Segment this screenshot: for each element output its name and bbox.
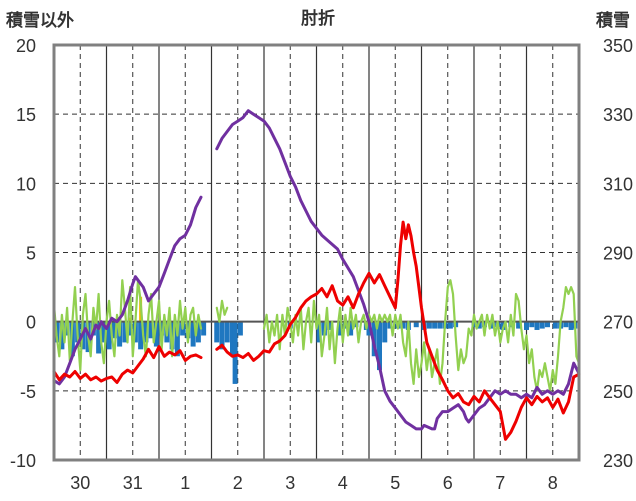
x-tick-label: 3 [285,473,295,493]
x-tick-label: 2 [233,473,243,493]
precip-bar [539,321,545,329]
y-left-tick-label: -5 [20,382,36,402]
precip-bar [230,321,235,357]
precip-bar [169,321,175,350]
plot-frame [52,43,581,462]
precip-bar [327,321,333,330]
y-left-tick-label: 0 [26,313,36,333]
precip-bar [237,321,243,336]
y-right-tick-label: 270 [603,313,633,333]
precip-bar [447,321,453,329]
y-right-tick-label: 250 [603,382,633,402]
precip-bar [432,321,438,329]
y-right-tick-label: 230 [603,451,633,471]
precip-bar [138,321,144,350]
precip-bar [545,321,550,328]
precip-bar [534,321,540,330]
precip-bar [382,321,388,343]
precip-bar [148,321,154,339]
wind-line [262,279,581,392]
snow-line [215,109,581,431]
y-left-tick-label: -10 [10,451,36,471]
left-axis-title: 積雪以外 [6,10,74,31]
precip-bar [516,321,522,329]
x-tick-label: 1 [180,473,190,493]
x-tick-label: 6 [443,473,453,493]
precip-bar [111,321,117,339]
precip-bar [337,321,343,336]
x-tick-label: 7 [495,473,505,493]
precip-bar [101,321,107,343]
y-left-tick-label: 10 [16,174,36,194]
series-lines [52,109,581,441]
precip-bar [96,321,102,354]
precip-bar [232,321,238,384]
right-axis-title: 積雪 [596,10,630,31]
precip-bar [143,321,149,343]
precip-alt-bar [128,317,132,322]
precip-bar [106,321,112,350]
precip-bar [224,321,230,343]
precip-bar [122,321,128,343]
precip-bar [214,321,220,343]
precip-bar [524,321,529,330]
precip-bar [159,321,165,336]
precip-bar [219,321,225,350]
precip-bar [69,321,75,357]
precip-bar [127,321,133,336]
precip-bar [563,321,569,328]
precip-bar [568,321,574,330]
precip-bar [348,321,354,336]
x-tick-label: 5 [390,473,400,493]
x-tick-label: 8 [548,473,558,493]
precip-bar [471,321,477,328]
precip-bar [195,321,201,343]
precip-bar [482,321,487,328]
y-left-tick-label: 20 [16,36,36,56]
wind-line [215,299,229,323]
precip-bar [387,321,393,329]
precip-bar [426,321,432,329]
snow-line [52,195,203,386]
y-right-tick-label: 350 [603,36,633,56]
x-tick-label: 31 [123,473,143,493]
precip-bar [413,321,419,328]
precip-bar [476,321,482,329]
precip-bar [174,321,180,357]
y-left-tick-label: 5 [26,244,36,264]
precip-bar [400,321,406,329]
y-right-tick-label: 330 [603,105,633,125]
temperature-line [215,220,581,441]
precip-bar [529,321,535,328]
precip-bar [190,321,196,347]
x-tick-label: 30 [70,473,90,493]
y-right-tick-label: 290 [603,244,633,264]
temperature-line [52,345,203,384]
precip-bar [552,321,558,329]
y-left-tick-label: 15 [16,105,36,125]
precip-bar [489,321,495,329]
precip-bar [59,321,65,350]
precip-bar [201,321,207,336]
precip-bar [377,321,382,371]
tick-labels: 20 15 10 5 0 -5 -10 350 330 310 290 270 250 230 30 31 1 2… [10,36,633,493]
precip-bar [153,321,159,347]
precip-bar [437,321,443,329]
grid [54,45,580,460]
y-right-tick-label: 310 [603,174,633,194]
x-tick-label: 4 [338,473,348,493]
axes [52,43,581,462]
wind-line [52,279,203,372]
chart-title: 肘折 [301,8,335,29]
